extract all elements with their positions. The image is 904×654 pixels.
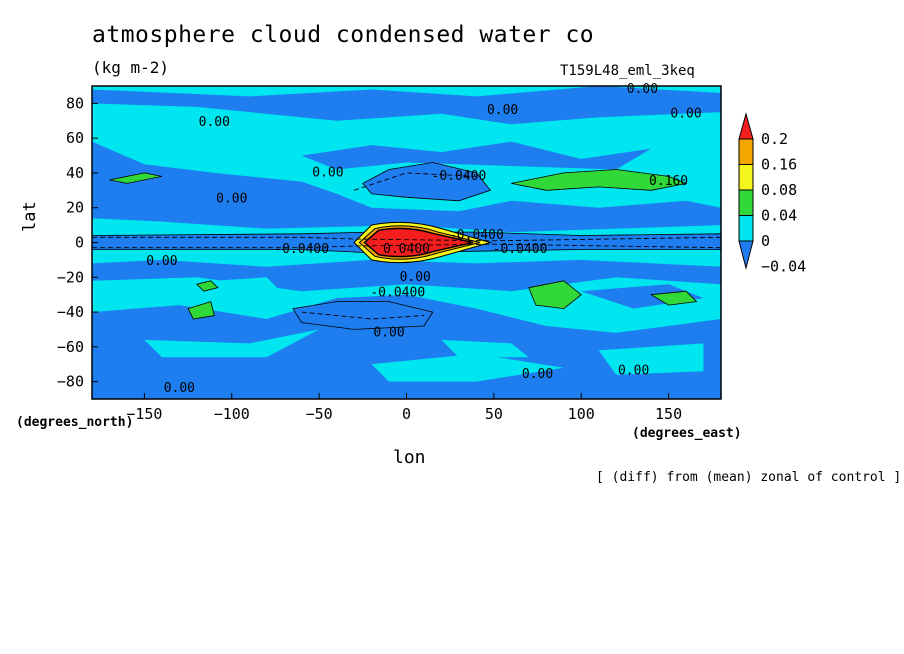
contour-label: -0.0400	[449, 228, 504, 243]
dashed-contour-1	[92, 243, 721, 249]
x-tick-label: −50	[306, 405, 333, 423]
blue-zone-4	[301, 141, 652, 170]
x-tick-label: −150	[126, 405, 162, 423]
x-tick-label: 100	[568, 405, 595, 423]
y-tick-label: −80	[57, 373, 84, 391]
blue-zone-0	[92, 86, 721, 125]
cyan-zone-4	[598, 343, 704, 375]
dashed-contour-3	[301, 311, 425, 320]
contour-label: -0.0400	[432, 169, 487, 184]
colorbar-label: 0	[761, 232, 770, 250]
x-axis-label: lon	[393, 447, 426, 468]
contour-label: 0.00	[199, 115, 230, 130]
colorbar-label: −0.04	[761, 258, 806, 276]
y-tick-label: 40	[66, 164, 84, 182]
y-tick-label: 60	[66, 129, 84, 147]
y-axis: 80 60 40 20 0 −20 −40 −60 −80	[57, 94, 98, 391]
contour-label: 0.00	[146, 254, 177, 269]
cyan-zone-6	[441, 339, 529, 358]
contour-label: 0.00	[216, 192, 247, 207]
y-tick-label: −40	[57, 303, 84, 321]
run-label: T159L48_eml_3keq	[560, 63, 695, 79]
colorbar-label: 0.08	[761, 181, 797, 199]
green-patch-5	[187, 301, 215, 320]
contour-label: 0.00	[400, 270, 431, 285]
x-tick-label: 50	[485, 405, 503, 423]
south-low-zone	[292, 301, 434, 330]
contour-field	[92, 86, 721, 399]
colorbar-segment	[738, 164, 754, 191]
contour-label: 0.160	[649, 174, 688, 189]
y-tick-label: 20	[66, 199, 84, 217]
blue-zone-1	[92, 141, 721, 233]
x-tick-label: −100	[214, 405, 250, 423]
dashed-contour-0	[92, 236, 721, 242]
contour-label: 0.00	[670, 106, 701, 121]
colorbar-segment	[738, 138, 754, 165]
colorbar-segment	[738, 215, 754, 242]
x-axis: −150 −100 −50 0 50 100 150	[126, 393, 682, 423]
colorbar-label: 0.16	[761, 156, 797, 174]
colorbar-label: 0.04	[761, 207, 797, 225]
cyan-zone-2	[144, 329, 320, 358]
colorbar-bottom-arrow	[738, 240, 754, 270]
y-axis-unit: (degrees_north)	[16, 415, 134, 430]
cyan-zone-3	[371, 353, 564, 382]
chart-title: atmosphere cloud condensed water co	[92, 22, 595, 48]
contour-labels: 0.00 0.00 0.00 0.00 0.00 0.00 0.00 0.00 0.00 0.00…	[146, 82, 701, 396]
green-patch-2	[196, 280, 219, 292]
contour-label: -0.0400	[370, 285, 425, 300]
green-patch-1	[109, 172, 162, 184]
green-patch-3	[528, 280, 582, 310]
contour-label: 0.00	[618, 364, 649, 379]
y-tick-label: −60	[57, 338, 84, 356]
maximum-red	[363, 227, 474, 258]
blue-zone-5	[109, 176, 232, 198]
green-patch-4	[649, 290, 698, 306]
x-tick-label: 0	[402, 405, 411, 423]
contour-label: 0.00	[522, 367, 553, 382]
contour-label: 0.00	[164, 381, 195, 396]
colorbar-segment	[738, 189, 754, 216]
contour-label: 0.00	[627, 82, 658, 97]
green-patch-0	[511, 169, 688, 191]
blue-zone-3	[92, 294, 721, 399]
cyan-zone-5	[214, 277, 285, 299]
y-tick-label: 80	[66, 94, 84, 112]
cyan-zone-0	[109, 127, 267, 149]
colorbar-label: 0.2	[761, 130, 788, 148]
contour-label: 0.0400	[383, 242, 430, 257]
cyan-zone-1	[319, 127, 407, 146]
contour-label: -0.0400	[493, 242, 548, 257]
contour-label: 0.00	[312, 165, 343, 180]
y-tick-label: −20	[57, 268, 84, 286]
chart-units: (kg m-2)	[92, 58, 170, 77]
colorbar-top-arrow	[738, 112, 754, 140]
north-low-zone	[362, 162, 492, 202]
comparison-note: [ (diff) from (mean) zonal of control ]	[596, 470, 902, 485]
x-tick-label: 150	[655, 405, 682, 423]
contour-label: 0.00	[487, 103, 518, 118]
contour-label: 0.00	[373, 325, 404, 340]
dashed-contour-2	[353, 172, 477, 191]
y-tick-label: 0	[75, 234, 84, 252]
x-axis-unit: (degrees_east)	[632, 426, 742, 441]
colorbar: 0.2 0.16 0.08 0.04 0 −0.04	[738, 112, 806, 276]
contour-label: -0.0400	[274, 242, 329, 257]
